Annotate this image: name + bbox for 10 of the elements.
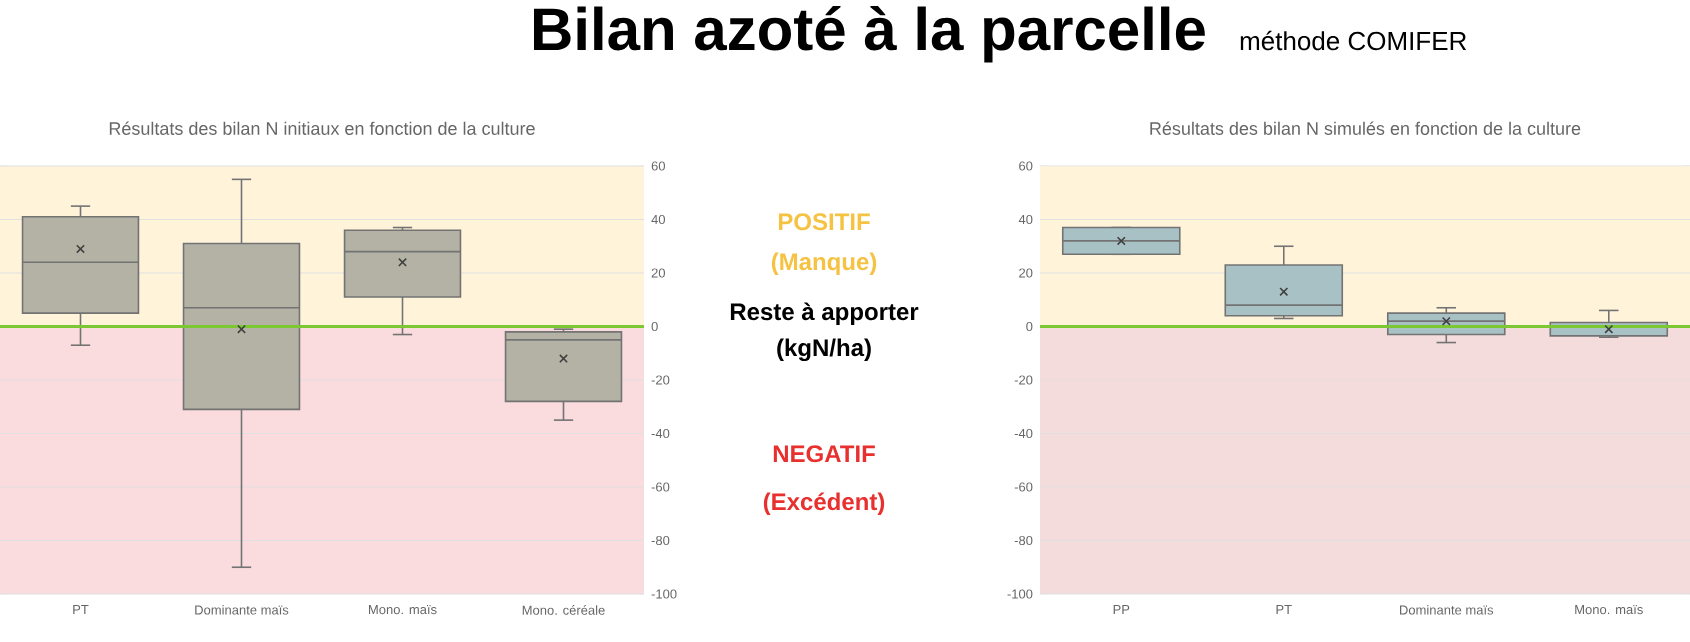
text: méthode COMIFER xyxy=(1240,30,1467,51)
chart-title: Résultats des bilan N simulés en fonction de la culture xyxy=(1150,121,1581,135)
text: Reste à apporter xyxy=(730,302,919,325)
text: NEGATIF xyxy=(773,445,875,463)
text: (Excédent) xyxy=(763,492,885,515)
text: POSITIF xyxy=(778,213,870,231)
text: Bilan azoté à la parcelle xyxy=(534,5,1205,63)
text: (kgN/ha) xyxy=(777,338,871,362)
chart-title: Résultats des bilan N initiaux en fonction de la culture xyxy=(109,121,535,135)
text: (Manque) xyxy=(771,252,877,275)
